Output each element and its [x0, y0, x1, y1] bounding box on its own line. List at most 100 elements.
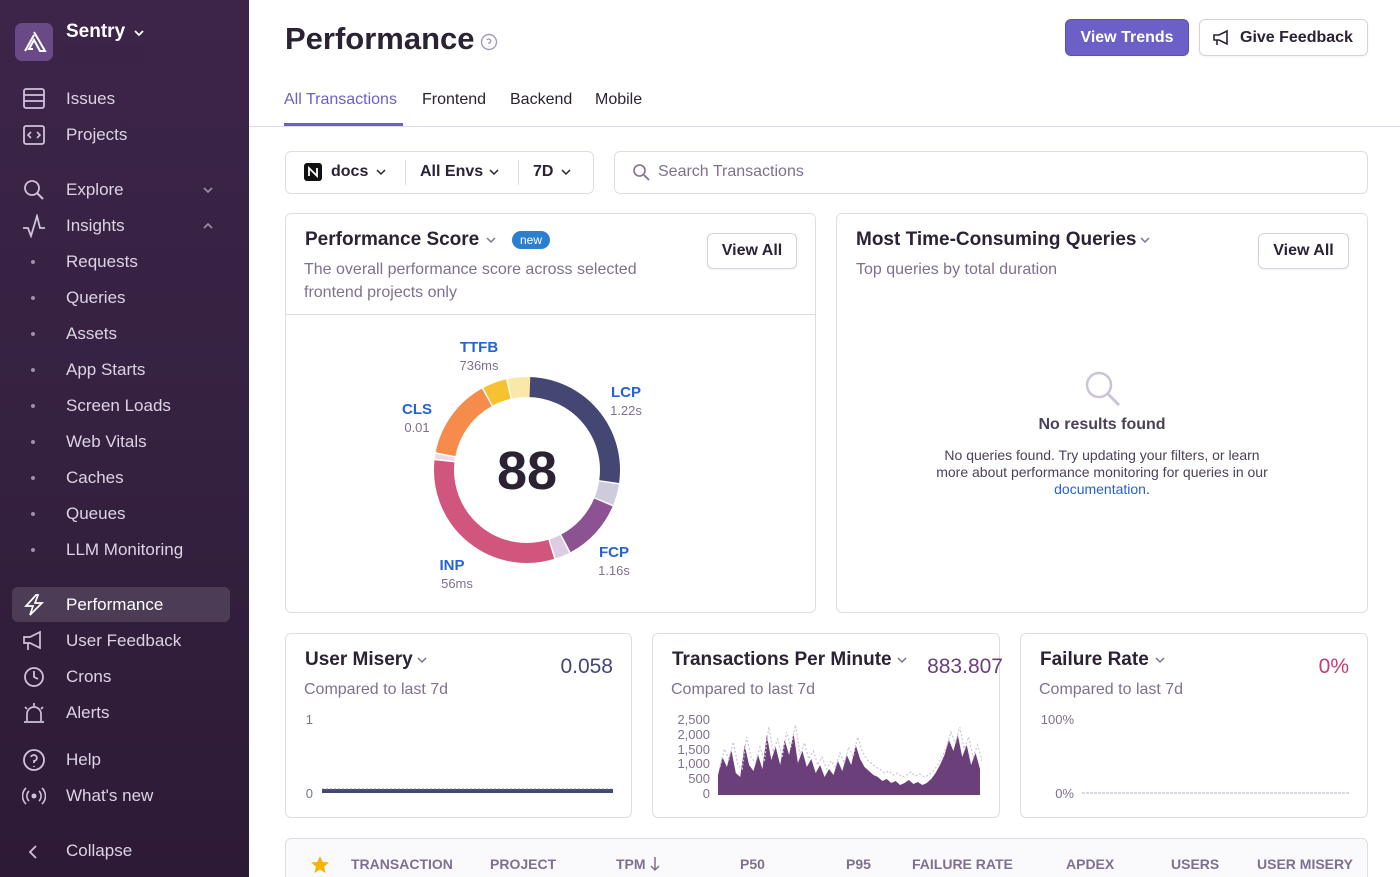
nav-item[interactable]: Explore — [66, 180, 124, 199]
column-header[interactable]: USERS — [1171, 856, 1220, 872]
chevron — [376, 169, 386, 176]
nav-subitem[interactable]: Queries — [66, 288, 126, 307]
new-badge: new — [512, 231, 551, 249]
nav-item-active[interactable]: Performance — [66, 595, 164, 614]
chevron — [1155, 657, 1165, 664]
chevron — [417, 657, 427, 664]
bullet — [31, 332, 35, 336]
ring-segment — [434, 453, 456, 462]
nav-subitem[interactable]: Assets — [66, 324, 118, 343]
chevron — [203, 187, 213, 194]
vital-value: 736ms — [459, 358, 499, 373]
widget-subtitle: Compared to last 7d — [304, 681, 449, 698]
widget-value: 0.058 — [560, 655, 613, 678]
axis-label: 2,000 — [677, 727, 710, 742]
bullet — [31, 548, 35, 552]
chevron — [1140, 237, 1150, 244]
chevron — [486, 237, 496, 244]
widget-card — [1020, 633, 1368, 818]
chevron — [897, 657, 907, 664]
column-header[interactable]: TPM — [616, 856, 646, 872]
help-icon[interactable] — [480, 33, 498, 51]
axis-label: 1,000 — [677, 756, 710, 771]
ring-segment — [527, 377, 620, 483]
ring-segment — [434, 460, 555, 563]
nav-subitem[interactable]: Queues — [66, 504, 126, 523]
nav-item[interactable]: Issues — [66, 89, 116, 108]
axis-label: 2,500 — [677, 712, 710, 727]
page-title: Performance — [285, 21, 475, 56]
widget-value: 883.807 — [927, 655, 1003, 678]
vital-value: 0.01 — [404, 420, 430, 435]
card-description: The overall performance score across sel… — [304, 261, 637, 301]
card-title: Performance Score — [305, 229, 480, 250]
column-header[interactable]: P95 — [846, 856, 871, 872]
chevron — [203, 222, 213, 229]
view-all-button[interactable]: View All — [1258, 233, 1349, 269]
card-subtitle: Top queries by total duration — [856, 261, 1058, 278]
tab-active[interactable]: All Transactions — [284, 91, 397, 108]
nav-item[interactable]: What's new — [66, 786, 154, 805]
tab[interactable]: Frontend — [422, 91, 487, 108]
search-icon — [633, 164, 650, 181]
ring-segment — [483, 379, 511, 406]
widget-title: Failure Rate — [1040, 649, 1149, 670]
nav-item[interactable]: Projects — [66, 125, 128, 144]
column-header[interactable]: P50 — [740, 856, 765, 872]
nav-item[interactable]: Crons — [66, 667, 112, 686]
view-trends-button[interactable]: View Trends — [1065, 19, 1189, 56]
period-filter[interactable]: 7D — [533, 163, 554, 180]
sort-icon — [650, 857, 660, 872]
column-header[interactable]: PROJECT — [490, 856, 557, 872]
vital-value: 1.16s — [598, 563, 630, 578]
nav-subitem[interactable]: Caches — [66, 468, 124, 487]
collapse-button[interactable]: Collapse — [66, 841, 133, 860]
column-header[interactable]: APDEX — [1066, 856, 1115, 872]
nav-subitem[interactable]: Web Vitals — [66, 432, 147, 451]
nav-subitem[interactable]: Screen Loads — [66, 396, 171, 415]
empty-title: No results found — [1038, 416, 1166, 433]
bullet — [31, 404, 35, 408]
vital-name: FCP — [599, 544, 629, 561]
widget-value: 0% — [1318, 655, 1349, 678]
nav-subitem[interactable]: App Starts — [66, 360, 146, 379]
vital-name: LCP — [611, 384, 641, 401]
nav-subitem[interactable]: LLM Monitoring — [66, 540, 184, 559]
project-filter[interactable]: docs — [331, 163, 369, 180]
empty-end: . — [1145, 481, 1150, 497]
bullet — [31, 440, 35, 444]
vital-name: CLS — [402, 401, 432, 418]
org-logo — [15, 23, 53, 61]
nav-subitem[interactable]: Requests — [66, 252, 138, 271]
vital-name: TTFB — [459, 339, 499, 356]
active-highlight — [12, 587, 230, 622]
org-name[interactable]: Sentry — [66, 21, 126, 42]
environment-filter[interactable]: All Envs — [420, 163, 484, 180]
tab[interactable]: Backend — [510, 91, 573, 108]
filter-bar — [285, 151, 594, 194]
icon-crons — [24, 667, 44, 687]
tpm-area — [718, 733, 980, 795]
megaphone-icon — [1213, 29, 1228, 46]
tpm-sparkline — [718, 724, 982, 795]
user-misery-sparkline — [322, 788, 613, 793]
view-all-button[interactable]: View All — [707, 233, 797, 269]
axis-label: 1 — [305, 712, 313, 727]
documentation-link[interactable]: documentation — [1054, 481, 1146, 497]
nav-item[interactable]: Insights — [66, 216, 125, 235]
star-icon[interactable] — [310, 855, 330, 874]
column-header[interactable]: FAILURE RATE — [912, 856, 1013, 872]
chevron — [489, 169, 499, 176]
give-feedback-button[interactable]: Give Feedback — [1199, 19, 1368, 56]
tab[interactable]: Mobile — [595, 91, 643, 108]
search-box[interactable] — [614, 151, 1368, 194]
nav-item[interactable]: Help — [66, 750, 101, 769]
icon-projects — [23, 125, 45, 145]
nav-item[interactable]: User Feedback — [66, 631, 182, 650]
column-header[interactable]: TRANSACTION — [351, 856, 453, 872]
nav-item[interactable]: Alerts — [66, 703, 110, 722]
chevron — [134, 30, 144, 37]
column-header[interactable]: USER MISERY — [1257, 856, 1353, 872]
